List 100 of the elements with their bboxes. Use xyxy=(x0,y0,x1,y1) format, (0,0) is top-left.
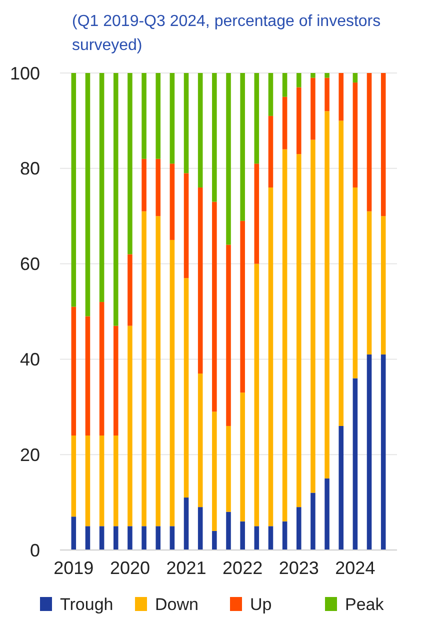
bar xyxy=(338,426,344,550)
bar xyxy=(198,187,203,374)
bar xyxy=(296,507,302,550)
bar xyxy=(310,492,316,550)
bar xyxy=(212,73,217,202)
bar xyxy=(113,436,118,526)
bar xyxy=(71,436,76,517)
bar xyxy=(282,521,288,550)
bar xyxy=(310,140,316,493)
bar xyxy=(226,512,231,550)
bar xyxy=(268,116,274,188)
bar xyxy=(212,412,217,531)
bar xyxy=(184,73,189,174)
bar xyxy=(254,526,260,550)
x-tick-label: 2023 xyxy=(278,558,319,578)
bar xyxy=(324,78,330,112)
bar xyxy=(296,87,302,154)
bar xyxy=(170,240,175,526)
bar xyxy=(99,526,104,550)
bar xyxy=(366,211,372,354)
bar xyxy=(71,73,76,307)
bar xyxy=(240,521,245,550)
bar xyxy=(85,436,90,526)
bar xyxy=(99,73,104,302)
bar xyxy=(352,378,358,550)
bar xyxy=(352,187,358,378)
bar xyxy=(128,526,132,550)
legend-label: Up xyxy=(250,594,272,614)
bar xyxy=(113,73,118,326)
bar xyxy=(240,392,245,522)
x-tick-label: 2020 xyxy=(110,558,150,578)
bar xyxy=(296,154,302,508)
legend-label: Down xyxy=(155,594,198,614)
bar xyxy=(142,73,146,159)
bar xyxy=(99,436,104,526)
bar xyxy=(240,220,245,393)
bar xyxy=(212,530,217,550)
bar xyxy=(156,216,161,526)
bar xyxy=(156,158,161,216)
bar xyxy=(170,73,175,164)
bar xyxy=(324,111,330,478)
bar xyxy=(184,278,189,498)
bar xyxy=(296,73,302,88)
x-tick-label: 2021 xyxy=(166,558,206,578)
bar xyxy=(324,478,330,550)
x-tick-label: 2019 xyxy=(54,558,94,578)
chart-subtitle: (Q1 2019-Q3 2024, percentage of investors surveyed) xyxy=(72,13,381,54)
bar xyxy=(268,526,274,550)
bar xyxy=(380,73,386,216)
bar xyxy=(310,73,316,78)
bar xyxy=(198,73,203,188)
bar xyxy=(128,73,132,254)
bar xyxy=(254,164,260,264)
bar xyxy=(282,73,288,97)
bar xyxy=(254,264,260,526)
bar xyxy=(198,507,203,550)
bar xyxy=(156,73,161,159)
bar xyxy=(128,326,132,526)
bar xyxy=(128,254,132,326)
y-tick-label: 0 xyxy=(30,540,40,560)
bar xyxy=(184,498,189,550)
bar xyxy=(71,306,76,436)
bar xyxy=(282,149,288,522)
bar xyxy=(240,73,245,221)
bar xyxy=(85,316,90,436)
bar xyxy=(170,164,175,240)
y-tick-label: 20 xyxy=(20,444,40,465)
bar xyxy=(254,73,260,164)
bar xyxy=(184,173,189,278)
bar xyxy=(71,516,76,550)
bar xyxy=(310,78,316,140)
bar xyxy=(324,73,330,78)
bar xyxy=(212,202,217,412)
bar xyxy=(282,96,288,150)
bar xyxy=(226,73,231,245)
bar xyxy=(338,120,344,426)
y-tick-label: 60 xyxy=(20,254,40,274)
bar xyxy=(142,158,146,212)
bar xyxy=(113,326,118,436)
bar xyxy=(113,526,118,550)
bar xyxy=(380,216,386,354)
bar xyxy=(268,73,274,116)
bar xyxy=(338,73,344,121)
y-tick-label: 100 xyxy=(10,63,40,84)
bar xyxy=(226,244,231,426)
bar xyxy=(142,526,146,550)
bar xyxy=(268,187,274,526)
bar xyxy=(366,73,372,212)
bar xyxy=(226,426,231,512)
bar xyxy=(99,302,104,436)
bar xyxy=(156,526,161,550)
bar xyxy=(198,374,203,508)
legend-label: Trough xyxy=(60,594,114,614)
y-tick-label: 40 xyxy=(20,350,40,370)
bar xyxy=(366,354,372,550)
bar xyxy=(380,354,386,550)
bar xyxy=(85,526,90,550)
bar xyxy=(85,73,90,316)
bar xyxy=(352,82,358,188)
bar xyxy=(170,526,175,550)
